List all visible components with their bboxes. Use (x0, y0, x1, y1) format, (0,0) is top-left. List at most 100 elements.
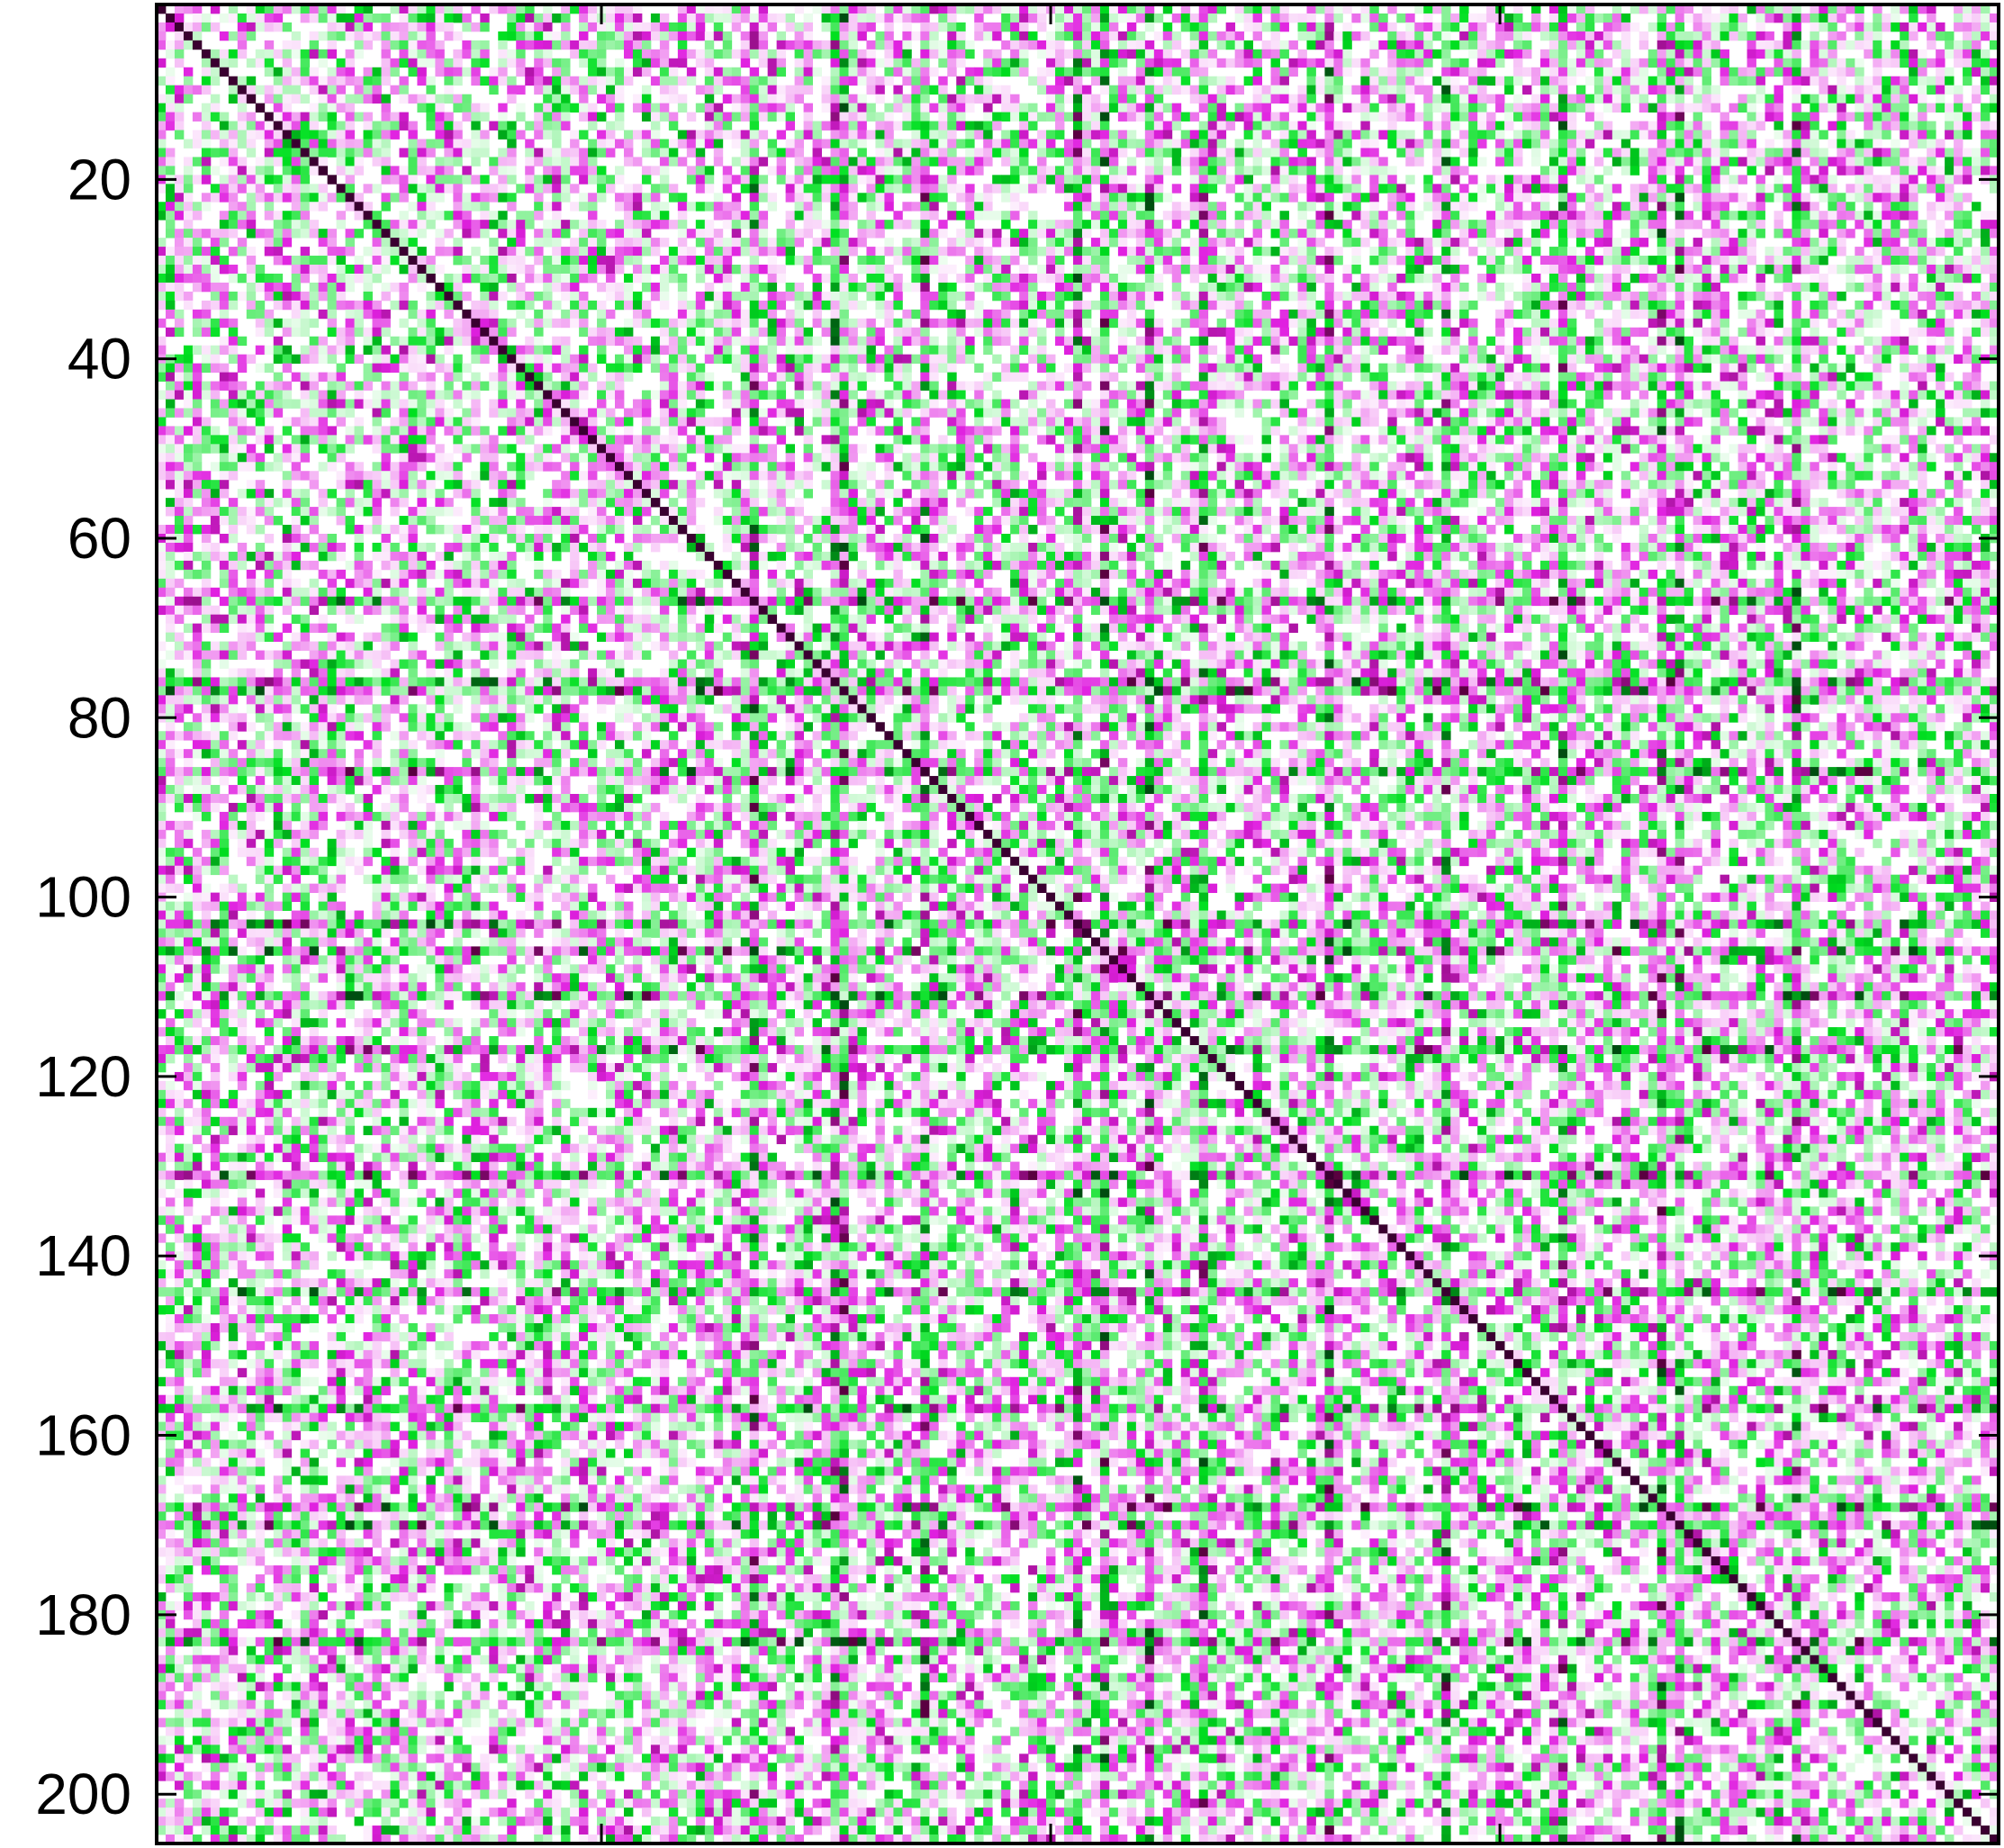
heatmap-cell (615, 68, 624, 77)
heatmap-cell (1064, 220, 1073, 229)
heatmap-cell (983, 211, 992, 220)
heatmap-cell (373, 238, 382, 247)
heatmap-cell (462, 113, 471, 122)
heatmap-cell (1855, 104, 1864, 113)
heatmap-cell (1324, 95, 1333, 104)
heatmap-cell (938, 86, 947, 95)
diagonal-cell (310, 157, 319, 166)
heatmap-cell (292, 32, 301, 41)
heatmap-cell (1450, 68, 1459, 77)
heatmap-cell (1981, 148, 1990, 157)
heatmap-cell (1262, 220, 1271, 229)
heatmap-cell (1567, 32, 1576, 41)
heatmap-cell (893, 157, 902, 166)
heatmap-cell (1819, 238, 1828, 247)
heatmap-cell (1019, 238, 1028, 247)
heatmap-cell (364, 113, 373, 122)
heatmap-cell (929, 175, 938, 184)
heatmap-cell (1001, 211, 1010, 220)
heatmap-cell (292, 50, 301, 59)
heatmap-cell (1693, 14, 1702, 23)
heatmap-cell (1918, 113, 1927, 122)
heatmap-cell (588, 77, 597, 86)
heatmap-cell (804, 211, 813, 220)
heatmap-cell (292, 184, 301, 193)
heatmap-cell (660, 23, 669, 32)
heatmap-cell (399, 184, 408, 193)
heatmap-cell (1864, 148, 1873, 157)
heatmap-cell (920, 86, 929, 95)
heatmap-cell (615, 122, 624, 131)
heatmap-cell (849, 77, 858, 86)
heatmap-cell (274, 157, 283, 166)
heatmap-cell (884, 104, 893, 113)
heatmap-cell (1891, 229, 1900, 238)
heatmap-cell (1405, 193, 1414, 202)
heatmap-cell (660, 139, 669, 148)
heatmap-cell (1378, 220, 1387, 229)
heatmap-cell (1082, 229, 1091, 238)
heatmap-cell (1351, 175, 1360, 184)
heatmap-cell (1936, 32, 1945, 41)
heatmap-cell (840, 202, 849, 211)
heatmap-cell (247, 211, 256, 220)
heatmap-cell (1307, 32, 1316, 41)
heatmap-cell (1100, 14, 1109, 23)
heatmap-cell (534, 211, 543, 220)
heatmap-cell (1594, 175, 1603, 184)
heatmap-cell (373, 157, 382, 166)
heatmap-cell (1109, 131, 1118, 140)
heatmap-cell (453, 220, 462, 229)
heatmap-cell (1486, 220, 1495, 229)
heatmap-cell (893, 184, 902, 193)
heatmap-cell (1657, 157, 1666, 166)
heatmap-cell (849, 122, 858, 131)
heatmap-cell (1702, 68, 1711, 77)
heatmap-cell (947, 23, 956, 32)
heatmap-cell (480, 50, 489, 59)
heatmap-cell (543, 95, 552, 104)
heatmap-cell (920, 68, 929, 77)
heatmap-cell (1414, 59, 1423, 68)
heatmap-cell (1109, 202, 1118, 211)
heatmap-cell (992, 184, 1001, 193)
heatmap-cell (1235, 14, 1244, 23)
heatmap-cell (1315, 139, 1324, 148)
heatmap-cell (193, 32, 202, 41)
heatmap-cell (184, 211, 193, 220)
heatmap-cell (1594, 211, 1603, 220)
heatmap-cell (1351, 86, 1360, 95)
heatmap-cell (1882, 59, 1891, 68)
heatmap-cell (624, 77, 633, 86)
heatmap-cell (453, 131, 462, 140)
heatmap-cell (1199, 86, 1208, 95)
heatmap-cell (1522, 32, 1531, 41)
heatmap-cell (1208, 131, 1217, 140)
heatmap-cell (1675, 122, 1684, 131)
heatmap-cell (1405, 50, 1414, 59)
heatmap-cell (1378, 175, 1387, 184)
heatmap-cell (1936, 68, 1945, 77)
heatmap-cell (1190, 211, 1199, 220)
heatmap-cell (947, 148, 956, 157)
heatmap-cell (534, 14, 543, 23)
heatmap-cell (1594, 32, 1603, 41)
heatmap-cell (1936, 220, 1945, 229)
heatmap-cell (615, 86, 624, 95)
heatmap-cell (534, 68, 543, 77)
heatmap-cell (687, 148, 696, 157)
heatmap-cell (444, 131, 453, 140)
heatmap-cell (1199, 193, 1208, 202)
heatmap-cell (498, 193, 507, 202)
heatmap-cell (857, 68, 866, 77)
heatmap-cell (1208, 77, 1217, 86)
heatmap-cell (911, 77, 920, 86)
heatmap-cell (1792, 166, 1801, 175)
heatmap-cell (1837, 113, 1846, 122)
heatmap-cell (759, 77, 768, 86)
heatmap-cell (1046, 41, 1055, 50)
heatmap-cell (723, 175, 732, 184)
heatmap-cell (1720, 23, 1729, 32)
heatmap-cell (813, 131, 822, 140)
heatmap-cell (444, 113, 453, 122)
